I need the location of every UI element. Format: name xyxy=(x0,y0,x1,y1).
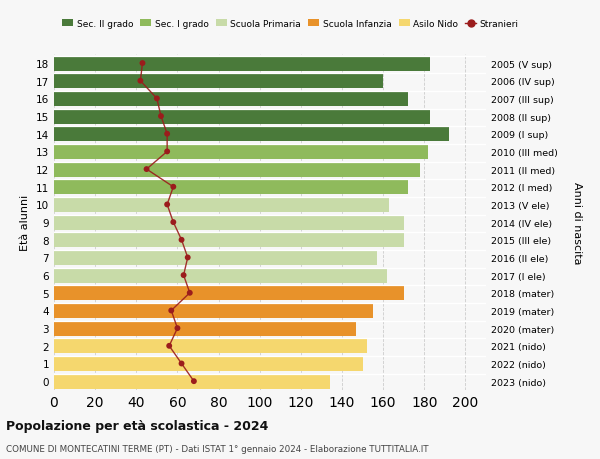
Bar xyxy=(54,162,420,177)
Bar xyxy=(54,109,430,124)
Point xyxy=(164,342,174,350)
Point xyxy=(177,236,187,244)
Point xyxy=(156,113,166,120)
Y-axis label: Anni di nascita: Anni di nascita xyxy=(572,181,581,264)
Legend: Sec. II grado, Sec. I grado, Scuola Primaria, Scuola Infanzia, Asilo Nido, Stran: Sec. II grado, Sec. I grado, Scuola Prim… xyxy=(59,16,523,32)
Point xyxy=(179,272,188,279)
Text: Popolazione per età scolastica - 2024: Popolazione per età scolastica - 2024 xyxy=(6,419,268,431)
Bar xyxy=(54,215,404,230)
Bar xyxy=(54,180,408,195)
Point xyxy=(163,148,172,156)
Point xyxy=(185,290,194,297)
Point xyxy=(169,219,178,226)
Point xyxy=(189,378,199,385)
Bar xyxy=(54,268,387,283)
Bar xyxy=(54,74,383,89)
Point xyxy=(169,184,178,191)
Bar xyxy=(54,56,430,72)
Point xyxy=(163,131,172,138)
Bar xyxy=(54,92,408,106)
Bar xyxy=(54,339,367,353)
Point xyxy=(142,166,151,174)
Bar xyxy=(54,303,373,318)
Y-axis label: Età alunni: Età alunni xyxy=(20,195,31,251)
Bar xyxy=(54,321,356,336)
Bar xyxy=(54,145,428,160)
Point xyxy=(183,254,193,262)
Bar xyxy=(54,233,404,248)
Point xyxy=(173,325,182,332)
Bar xyxy=(54,127,449,142)
Bar xyxy=(54,197,389,213)
Point xyxy=(177,360,187,367)
Bar xyxy=(54,356,362,371)
Bar xyxy=(54,285,404,301)
Point xyxy=(136,78,145,85)
Bar xyxy=(54,251,377,265)
Text: COMUNE DI MONTECATINI TERME (PT) - Dati ISTAT 1° gennaio 2024 - Elaborazione TUT: COMUNE DI MONTECATINI TERME (PT) - Dati … xyxy=(6,444,428,453)
Point xyxy=(163,202,172,209)
Point xyxy=(137,60,147,67)
Point xyxy=(152,95,161,103)
Bar xyxy=(54,374,329,389)
Point xyxy=(166,307,176,314)
